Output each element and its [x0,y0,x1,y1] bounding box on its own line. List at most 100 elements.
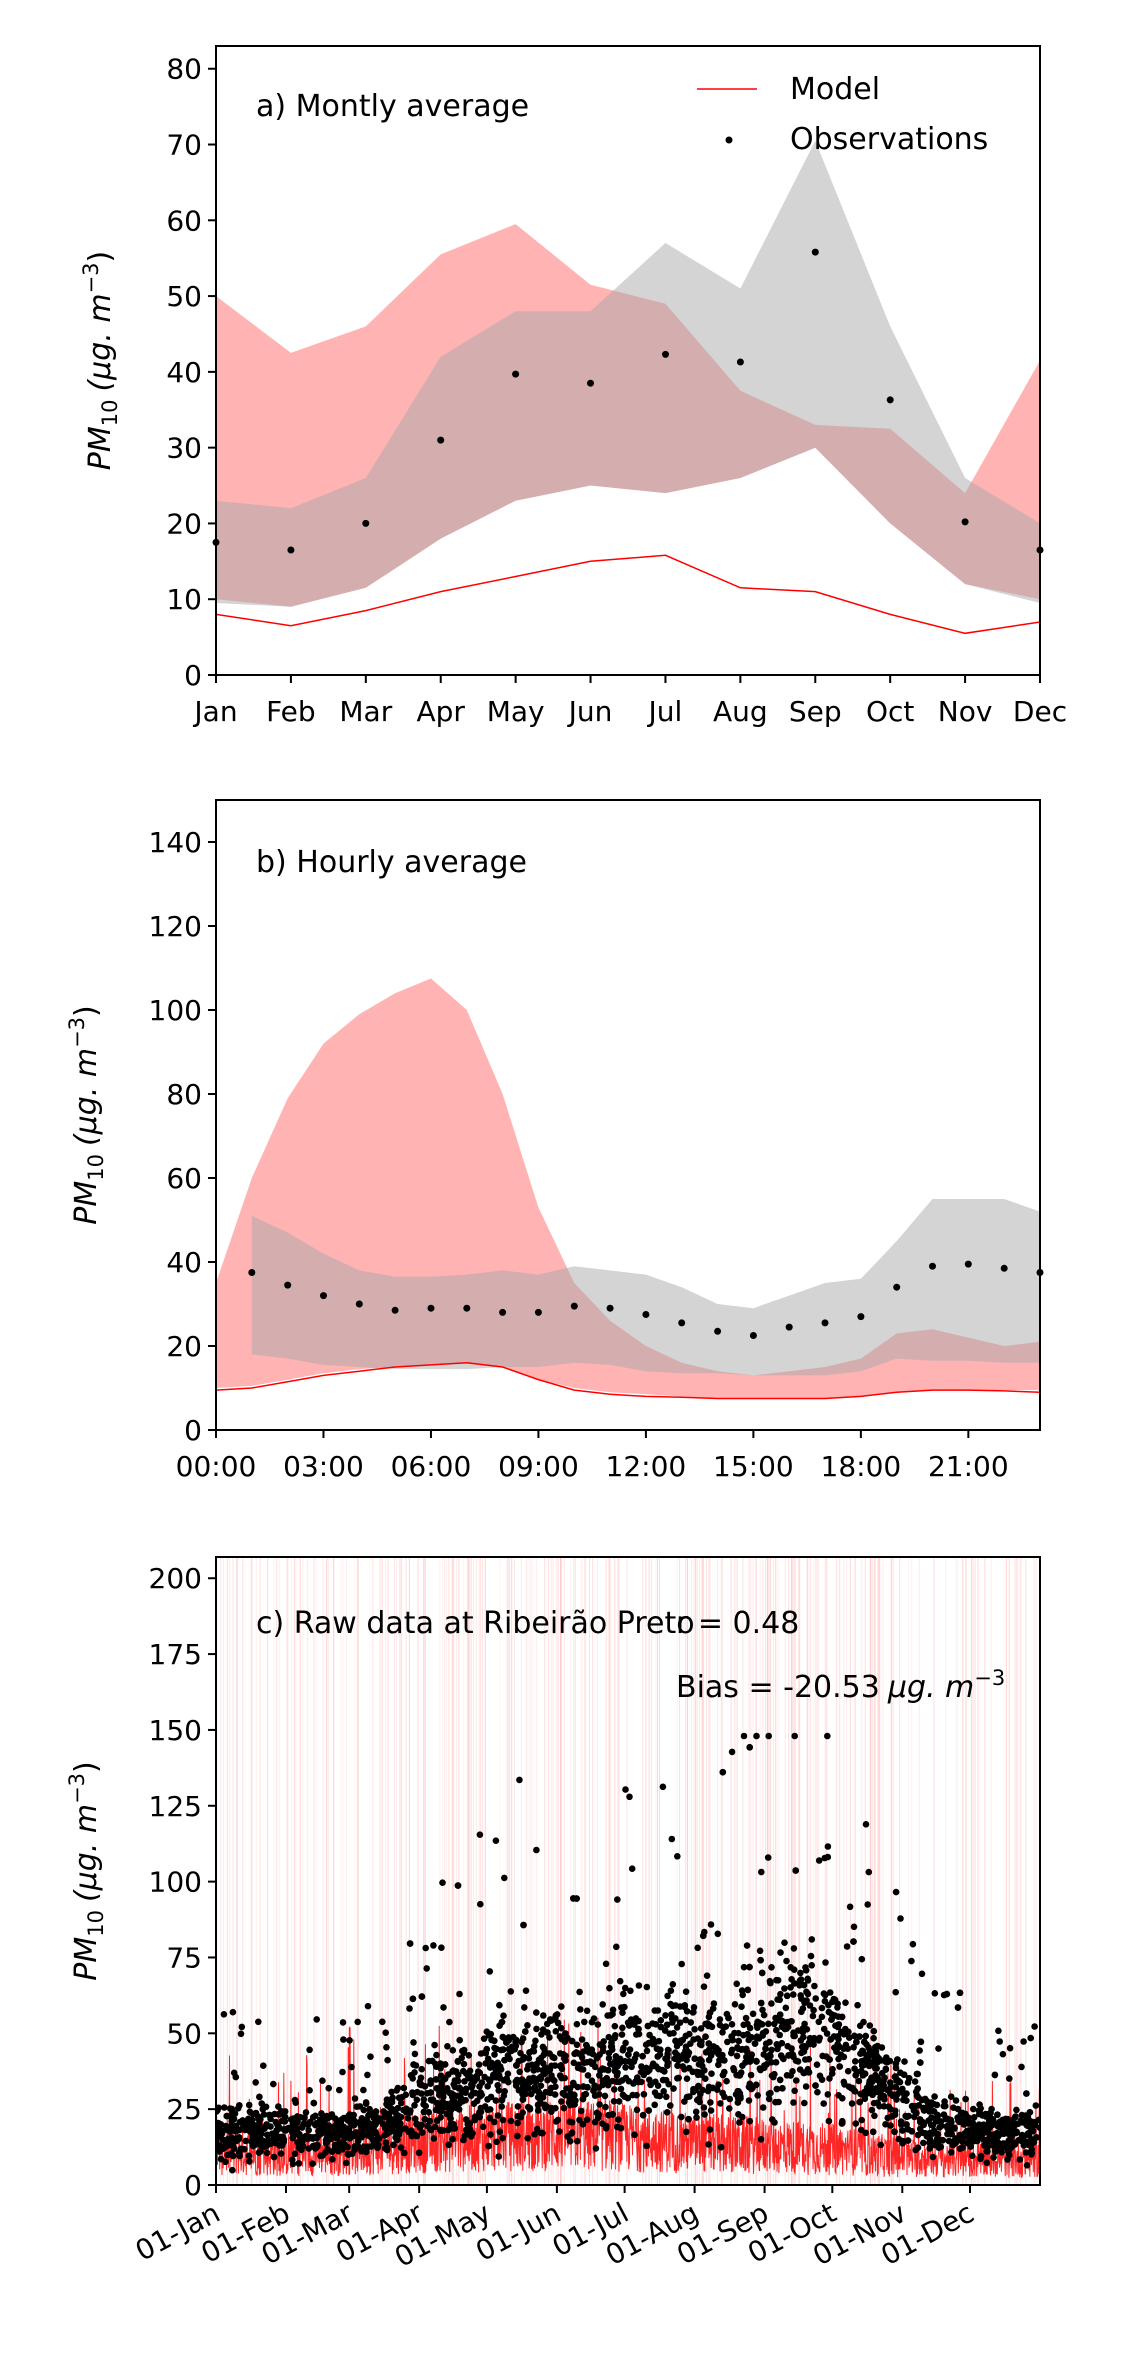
c-observation-point [579,2066,587,2073]
c-observation-point [706,2009,714,2016]
c-observation-point [305,2126,313,2134]
c-observation-point [227,2141,235,2149]
c-observation-point [783,1992,791,2000]
c-observation-point [601,2092,609,2100]
c-observation-point [904,2137,912,2144]
c-observation-point [410,2039,417,2046]
c-observation-point [707,1921,715,1928]
b-observation-point [785,1323,793,1331]
c-observation-point [418,2090,425,2097]
c-observation-point [940,2111,948,2118]
c-observation-point [646,2031,653,2039]
c-observation-point [230,2069,238,2077]
c-observation-point [500,2012,507,2019]
c-observation-point [959,2138,966,2145]
c-observation-point [899,2140,906,2147]
c-observation-point [986,2142,993,2149]
c-observation-point [730,2065,737,2072]
c-observation-point [1026,2109,1034,2116]
c-observation-point [804,2065,812,2073]
c-observation-point [573,2041,581,2049]
c-observation-point [859,2062,866,2069]
c-observation-point [652,2078,659,2086]
c-observation-point [246,2158,253,2165]
c-observation-point [862,2032,869,2040]
a-xtick-label: Dec [1013,695,1067,728]
c-observation-point [491,2044,498,2052]
c-observation-point [874,2058,881,2066]
c-observation-point [856,2098,863,2106]
b-ytick-label: 80 [166,1078,202,1111]
c-observation-point [468,2081,475,2088]
c-observation-point [285,2124,292,2132]
c-observation-point [779,2085,786,2092]
c-observation-point [504,2052,512,2059]
c-observation-point [724,2038,731,2046]
a-ytick-label: 30 [166,432,202,465]
c-observation-point [892,1888,900,1896]
c-observation-point [926,2129,934,2137]
c-observation-point [494,2059,502,2067]
c-observation-point [952,2139,960,2146]
c-observation-point [626,2046,634,2053]
c-observation-point [431,2041,438,2049]
c-observation-point [746,1744,753,1751]
a-ytick-label: 20 [166,507,202,540]
c-observation-point [866,2059,874,2066]
c-observation-point [439,2098,447,2105]
c-observation-point [684,2052,692,2059]
c-observation-point [444,2043,451,2050]
c-observation-point [417,2074,425,2082]
c-observation-point [635,1982,643,1989]
c-observation-point [560,2104,568,2112]
c-observation-point [488,2059,496,2067]
c-observation-point [382,2029,390,2036]
c-observation-point [674,2062,681,2069]
c-observation-point [295,2160,303,2167]
c-observation-point [900,2071,908,2078]
b-observation-point [499,1308,507,1316]
c-observation-point [433,2063,440,2070]
c-observation-point [589,2050,597,2058]
c-observation-point [422,1944,430,1952]
c-observation-point [713,2044,720,2052]
c-observation-point [620,1990,627,1998]
c-observation-point [556,2128,563,2135]
c-observation-point [618,2004,625,2011]
c-observation-point [887,2083,895,2091]
c-observation-point [425,2108,433,2116]
c-ytick-label: 0 [184,2169,202,2202]
c-observation-point [970,2105,977,2113]
c-observation-point [663,2021,671,2029]
c-observation-point [895,2135,903,2143]
c-observation-point [674,2075,681,2082]
c-observation-point [815,1857,823,1864]
c-observation-point [516,2068,523,2076]
c-observation-point [954,2105,962,2113]
c-observation-point [633,2091,640,2099]
c-observation-point [1006,2075,1013,2082]
c-observation-point [524,2022,531,2029]
c-observation-point [278,2108,285,2115]
c-observation-point [740,1963,748,1971]
c-observation-point [605,2033,613,2041]
a-ytick-label: 40 [166,356,202,389]
c-observation-point [916,2116,924,2123]
c-observation-point [251,2139,258,2147]
c-observation-point [549,2053,556,2061]
c-observation-point [994,2111,1001,2118]
b-observation-point [929,1262,936,1270]
c-observation-point [461,2078,468,2085]
c-observation-point [1010,2139,1017,2146]
c-observation-point [756,1947,764,1955]
c-observation-point [764,1854,772,1861]
c-observation-point [449,2047,457,2054]
c-observation-point [894,2056,901,2063]
c-observation-point [784,2023,792,2031]
c-observation-point [649,2060,657,2067]
c-observation-point [782,2004,790,2012]
c-observation-point [620,2044,627,2052]
c-observation-point [1025,2129,1033,2137]
c-observation-point [882,2121,889,2128]
c-observation-point [728,2046,736,2054]
